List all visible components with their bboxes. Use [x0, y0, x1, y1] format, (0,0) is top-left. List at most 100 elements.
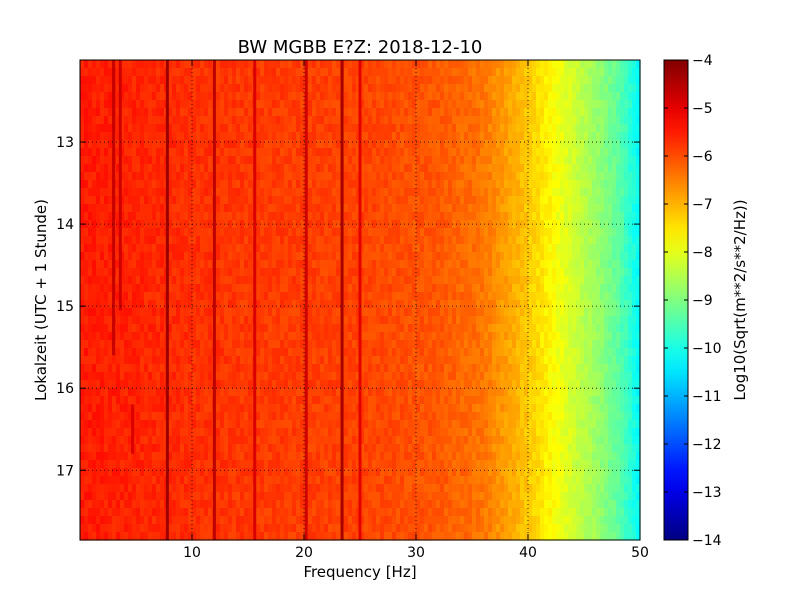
heatmap-cell: [576, 196, 581, 205]
heatmap-cell: [564, 100, 569, 109]
heatmap-cell: [532, 236, 537, 245]
heatmap-cell: [224, 108, 229, 117]
heatmap-cell: [160, 92, 165, 101]
heatmap-cell: [292, 252, 297, 261]
heatmap-cell: [552, 252, 557, 261]
heatmap-cell: [436, 276, 441, 285]
heatmap-cell: [264, 76, 269, 85]
heatmap-cell: [436, 324, 441, 333]
heatmap-cell: [456, 132, 461, 141]
heatmap-cell: [416, 68, 421, 77]
heatmap-cell: [368, 276, 373, 285]
heatmap-cell: [492, 268, 497, 277]
heatmap-cell: [480, 140, 485, 149]
heatmap-cell: [188, 124, 193, 133]
heatmap-cell: [368, 196, 373, 205]
heatmap-cell: [156, 124, 161, 133]
heatmap-cell: [344, 212, 349, 221]
heatmap-cell: [104, 236, 109, 245]
heatmap-cell: [268, 68, 273, 77]
heatmap-cell: [192, 76, 197, 85]
heatmap-cell: [160, 300, 165, 309]
heatmap-cell: [92, 116, 97, 125]
heatmap-cell: [356, 180, 361, 189]
heatmap-cell: [276, 300, 281, 309]
heatmap-cell: [92, 132, 97, 141]
heatmap-cell: [388, 228, 393, 237]
heatmap-cell: [240, 68, 245, 77]
heatmap-cell: [556, 260, 561, 269]
heatmap-cell: [440, 252, 445, 261]
heatmap-cell: [120, 204, 125, 213]
heatmap-cell: [232, 92, 237, 101]
heatmap-cell: [280, 92, 285, 101]
heatmap-cell: [196, 244, 201, 253]
heatmap-cell: [224, 284, 229, 293]
heatmap-cell: [620, 60, 625, 69]
heatmap-cell: [564, 164, 569, 173]
heatmap-cell: [636, 252, 641, 261]
heatmap-cell: [628, 268, 633, 277]
heatmap-cell: [116, 308, 121, 317]
heatmap-cell: [256, 284, 261, 293]
heatmap-cell: [140, 260, 145, 269]
heatmap-cell: [284, 300, 289, 309]
heatmap-cell: [596, 292, 601, 301]
heatmap-cell: [244, 148, 249, 157]
heatmap-cell: [552, 180, 557, 189]
heatmap-cell: [532, 108, 537, 117]
heatmap-cell: [512, 228, 517, 237]
heatmap-cell: [456, 332, 461, 341]
heatmap-cell: [628, 220, 633, 229]
heatmap-cell: [444, 124, 449, 133]
heatmap-cell: [256, 92, 261, 101]
heatmap-cell: [584, 116, 589, 125]
heatmap-cell: [440, 204, 445, 213]
heatmap-cell: [516, 212, 521, 221]
heatmap-cell: [476, 228, 481, 237]
heatmap-cell: [188, 100, 193, 109]
heatmap-cell: [396, 244, 401, 253]
heatmap-cell: [420, 292, 425, 301]
heatmap-cell: [600, 332, 605, 341]
heatmap-cell: [96, 324, 101, 333]
heatmap-cell: [356, 324, 361, 333]
heatmap-cell: [496, 252, 501, 261]
heatmap-cell: [268, 124, 273, 133]
heatmap-cell: [144, 260, 149, 269]
heatmap-cell: [316, 140, 321, 149]
heatmap-cell: [260, 60, 265, 69]
heatmap-cell: [120, 100, 125, 109]
heatmap-cell: [316, 124, 321, 133]
heatmap-cell: [548, 100, 553, 109]
heatmap-cell: [424, 292, 429, 301]
heatmap-cell: [484, 236, 489, 245]
heatmap-cell: [496, 268, 501, 277]
heatmap-cell: [532, 172, 537, 181]
heatmap-cell: [436, 332, 441, 341]
heatmap-cell: [84, 172, 89, 181]
heatmap-cell: [136, 292, 141, 301]
heatmap-cell: [220, 204, 225, 213]
heatmap-cell: [288, 220, 293, 229]
heatmap-cell: [156, 324, 161, 333]
heatmap-cell: [424, 180, 429, 189]
heatmap-cell: [328, 276, 333, 285]
heatmap-cell: [456, 124, 461, 133]
heatmap-cell: [284, 76, 289, 85]
heatmap-cell: [284, 228, 289, 237]
heatmap-cell: [540, 300, 545, 309]
heatmap-cell: [528, 84, 533, 93]
heatmap-cell: [528, 140, 533, 149]
heatmap-cell: [280, 76, 285, 85]
heatmap-cell: [200, 92, 205, 101]
heatmap-cell: [156, 292, 161, 301]
heatmap-cell: [128, 76, 133, 85]
heatmap-cell: [380, 340, 385, 349]
heatmap-cell: [280, 180, 285, 189]
heatmap-cell: [460, 220, 465, 229]
heatmap-cell: [448, 324, 453, 333]
heatmap-cell: [348, 124, 353, 133]
heatmap-cell: [240, 316, 245, 325]
heatmap-cell: [208, 116, 213, 125]
